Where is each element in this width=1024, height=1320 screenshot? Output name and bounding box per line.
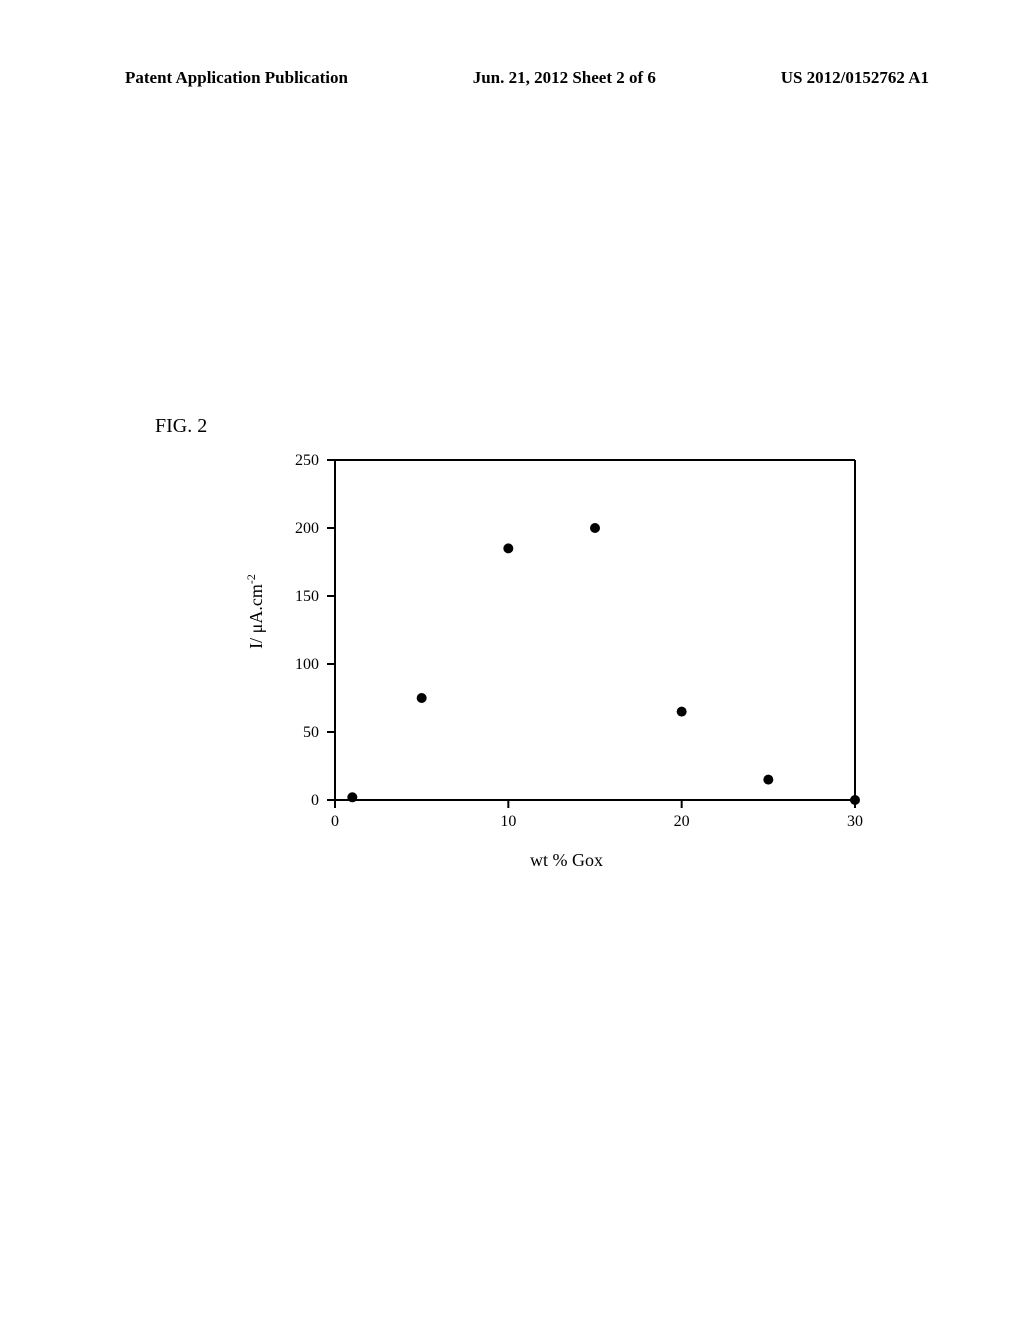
svg-text:250: 250 <box>295 452 319 469</box>
scatter-chart: 0 50 100 150 200 250 0 10 20 30 <box>260 450 880 845</box>
page-header: Patent Application Publication Jun. 21, … <box>0 68 1024 88</box>
svg-text:0: 0 <box>311 792 319 809</box>
header-center: Jun. 21, 2012 Sheet 2 of 6 <box>473 68 656 88</box>
svg-text:100: 100 <box>295 656 319 673</box>
figure-label: FIG. 2 <box>155 415 207 438</box>
chart-svg: 0 50 100 150 200 250 0 10 20 30 <box>260 450 880 845</box>
svg-text:50: 50 <box>303 724 319 741</box>
header-right: US 2012/0152762 A1 <box>781 68 929 88</box>
svg-text:20: 20 <box>674 813 690 830</box>
header-left: Patent Application Publication <box>125 68 348 88</box>
svg-text:0: 0 <box>331 813 339 830</box>
svg-text:30: 30 <box>847 813 863 830</box>
svg-text:200: 200 <box>295 520 319 537</box>
svg-text:10: 10 <box>500 813 516 830</box>
x-axis-label: wt % Gox <box>530 850 603 871</box>
svg-text:150: 150 <box>295 588 319 605</box>
